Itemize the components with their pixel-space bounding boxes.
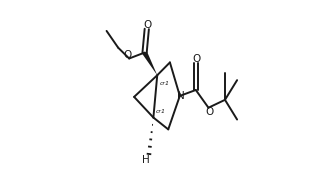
Text: O: O xyxy=(205,107,214,117)
Text: N: N xyxy=(177,91,184,101)
Text: O: O xyxy=(124,50,132,60)
Text: O: O xyxy=(193,54,201,64)
Text: cr1: cr1 xyxy=(156,109,166,114)
Text: H: H xyxy=(142,155,150,165)
Text: O: O xyxy=(144,20,152,30)
Polygon shape xyxy=(142,51,157,75)
Text: cr1: cr1 xyxy=(160,81,170,86)
